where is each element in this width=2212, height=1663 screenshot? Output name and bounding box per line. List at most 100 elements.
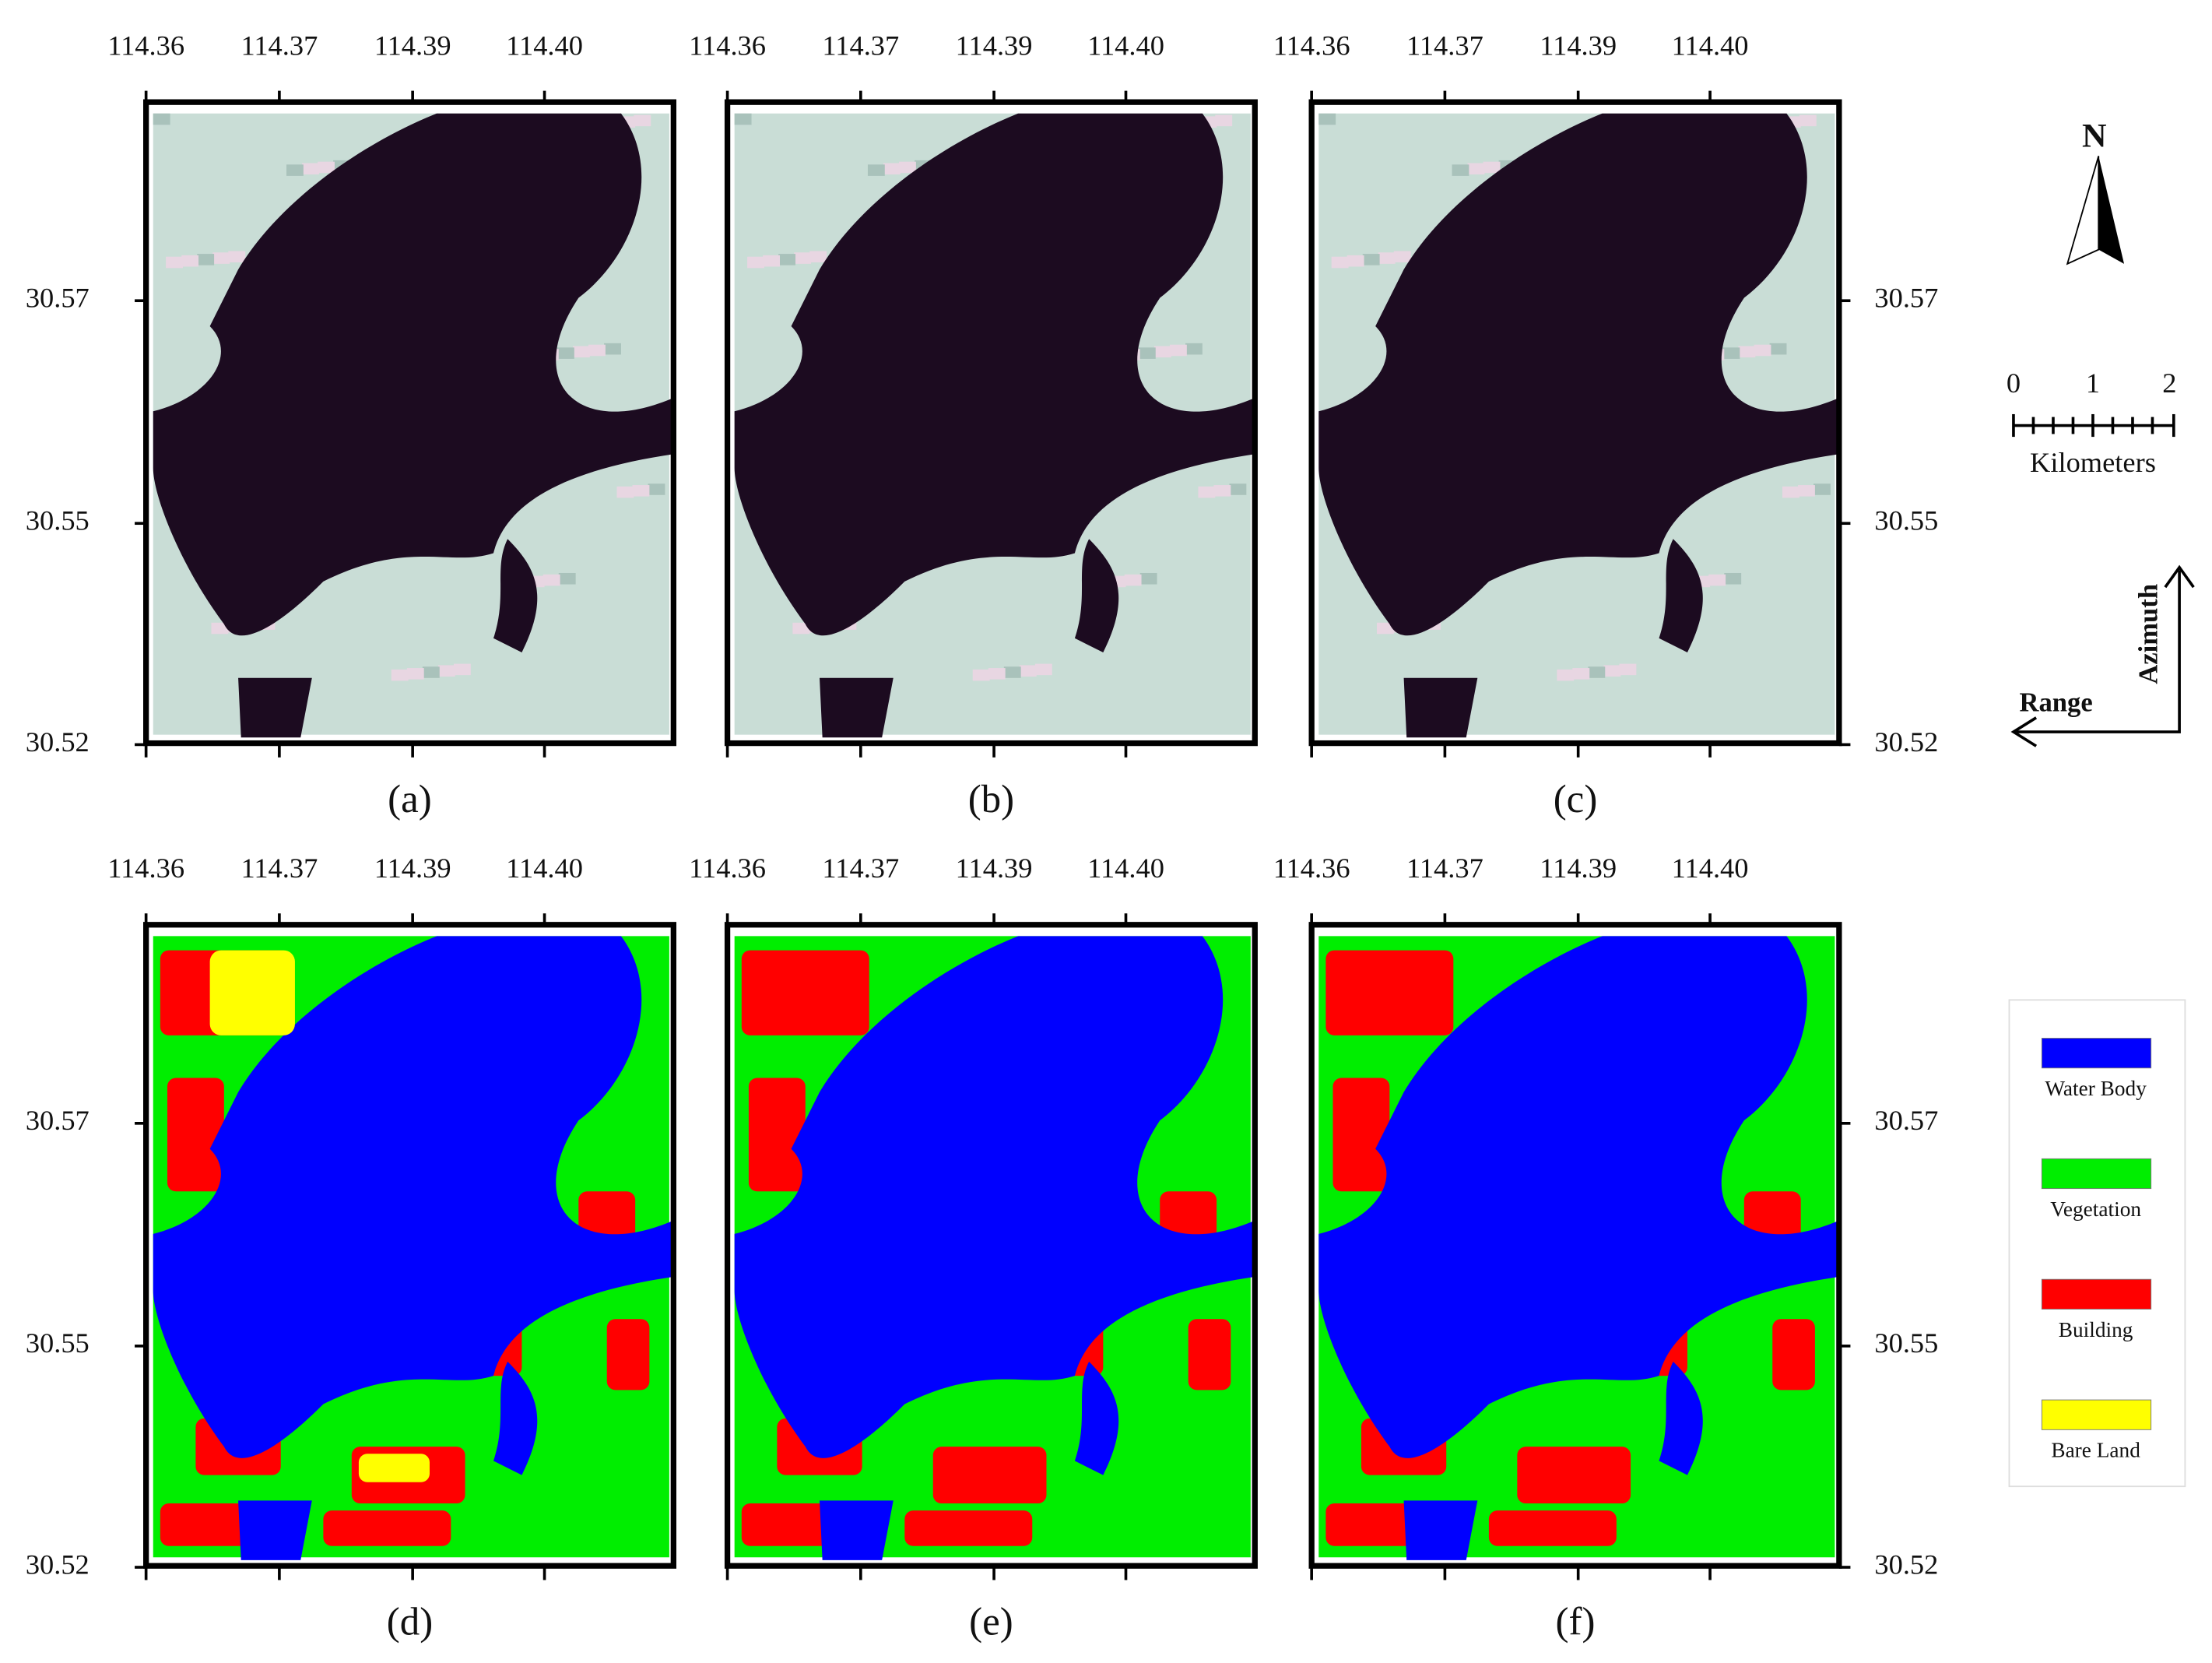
map-panel: 114.36 114.37 114.39 114.40 30.57 30.55 30.52 (…: [26, 853, 676, 1644]
y-tick-label: 30.57: [1874, 1105, 1938, 1136]
land-texture: [1139, 572, 1157, 585]
land-texture: [197, 254, 215, 265]
land-texture: [1213, 485, 1231, 497]
building: [1488, 1510, 1617, 1546]
y-tick-label: 30.52: [1874, 726, 1938, 758]
land-texture: [1185, 343, 1203, 355]
land-texture: [616, 486, 634, 498]
land-texture: [1738, 346, 1756, 358]
direction-arrows: [2010, 564, 2195, 747]
panel-label: (f): [1556, 1600, 1596, 1644]
panel-frame: [1308, 922, 1842, 1569]
land-texture: [632, 485, 650, 497]
land-texture: [1452, 164, 1469, 176]
legend-swatch: [2041, 1158, 2152, 1190]
panel-label: (a): [388, 778, 432, 821]
land-texture: [1782, 486, 1799, 498]
land-texture: [453, 663, 471, 676]
land-texture: [1138, 347, 1156, 359]
legend-label: Water Body: [2045, 1077, 2147, 1100]
building: [1772, 1319, 1815, 1391]
land-texture: [1467, 163, 1485, 175]
map-image: [1318, 113, 1841, 738]
land-texture: [212, 252, 230, 264]
panel-label: (b): [968, 778, 1014, 821]
land-texture: [1153, 346, 1171, 358]
y-tick-label: 30.57: [26, 283, 90, 314]
map-panel: 114.36 114.37 114.39 114.40 (e): [689, 853, 1258, 1644]
land-texture: [211, 622, 229, 635]
x-tick-label: 114.40: [1672, 30, 1749, 61]
x-tick-label: 114.37: [241, 853, 318, 884]
land-texture: [1799, 114, 1817, 127]
land-texture: [1362, 254, 1380, 265]
building: [741, 950, 869, 1035]
panel-frame: [143, 99, 676, 747]
land-texture: [318, 161, 335, 174]
land-texture: [809, 251, 827, 263]
x-tick-label: 114.36: [1273, 853, 1350, 884]
land-texture: [1019, 665, 1037, 677]
land-texture: [1557, 669, 1575, 681]
range-label: Range: [2019, 687, 2092, 717]
azimuth-label: Azimuth: [2134, 584, 2164, 684]
land-texture: [437, 665, 455, 677]
land-texture: [778, 254, 796, 265]
scale-bar: [2012, 413, 2175, 438]
panel-frame: [1308, 99, 1842, 747]
land-texture: [1169, 344, 1187, 357]
x-tick-label: 114.36: [107, 30, 184, 61]
panel-label: (d): [387, 1600, 433, 1644]
building: [748, 1078, 806, 1192]
land-texture: [867, 164, 885, 176]
x-tick-label: 114.36: [689, 30, 766, 61]
land-texture: [153, 113, 170, 125]
legend-swatch: [2041, 1399, 2152, 1430]
building: [1325, 950, 1454, 1035]
x-tick-label: 114.40: [506, 853, 583, 884]
land-texture: [1124, 574, 1142, 586]
y-tick-label: 30.55: [1874, 1327, 1938, 1359]
map-panel: 114.36 114.37 114.39 114.40 (b): [689, 30, 1258, 821]
map-panel: 114.36 114.37 114.39 114.40 30.57 30.55 30.52 (…: [1273, 853, 1939, 1644]
legend-swatch: [2041, 1038, 2152, 1069]
land-texture: [1376, 622, 1394, 635]
north-arrow: N: [2066, 118, 2125, 265]
land-texture: [542, 574, 560, 586]
land-texture: [634, 114, 651, 127]
map-panel: 114.36 114.37 114.39 114.40 30.57 30.55 30.52 (…: [1273, 30, 1939, 821]
panel-frame: [724, 99, 1258, 747]
land-texture: [1393, 251, 1411, 263]
land-texture: [1198, 486, 1216, 498]
land-texture: [792, 622, 810, 635]
building: [1332, 1078, 1390, 1192]
land-texture: [1378, 252, 1396, 264]
panel-frame: [143, 922, 676, 1569]
land-texture: [181, 255, 199, 267]
building: [1188, 1319, 1231, 1391]
land-texture: [557, 347, 574, 359]
land-texture: [1754, 344, 1771, 357]
x-tick-label: 114.40: [1087, 853, 1164, 884]
land-texture: [988, 668, 1006, 680]
y-tick-label: 30.52: [26, 726, 90, 758]
x-tick-label: 114.39: [374, 30, 451, 61]
x-tick-label: 114.40: [1087, 30, 1164, 61]
x-tick-label: 114.39: [1540, 853, 1617, 884]
legend-label: Vegetation: [2050, 1197, 2141, 1221]
scale-label: 2: [2162, 367, 2176, 399]
land-texture: [1619, 663, 1637, 676]
land-texture: [1769, 343, 1787, 355]
legend-label: Building: [2059, 1318, 2133, 1341]
land-texture: [422, 666, 440, 678]
x-tick-label: 114.36: [1273, 30, 1350, 61]
land-texture: [1034, 663, 1052, 676]
land-texture: [1003, 666, 1021, 678]
land-texture: [648, 483, 665, 495]
land-texture: [1708, 574, 1726, 586]
map-image: [153, 936, 676, 1560]
land-texture: [1229, 483, 1247, 495]
land-texture: [558, 572, 576, 585]
